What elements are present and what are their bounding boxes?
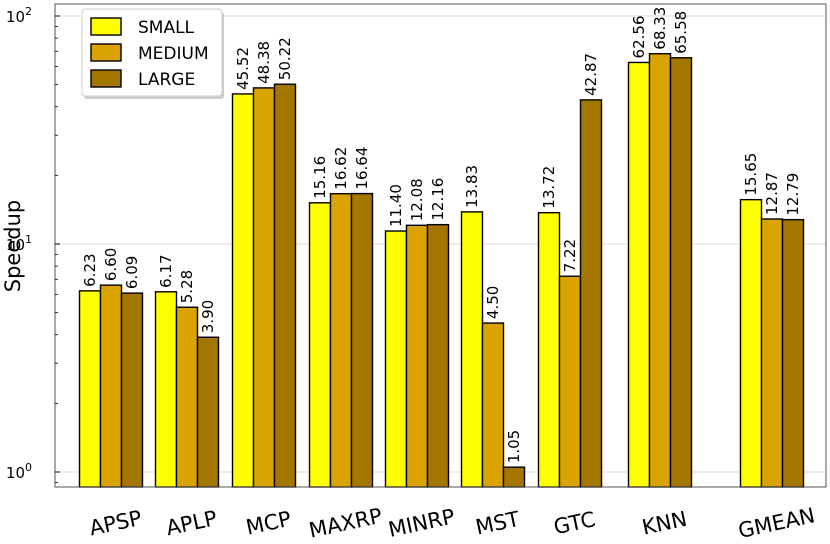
data-label-aplp-large: 3.90 — [199, 300, 217, 333]
data-labels: 6.23 6.60 6.09 6.17 5.283.90 45.52 48.38 50.22 1… — [81, 7, 802, 463]
bar-apsp-large — [120, 292, 144, 488]
bar-gtc-small — [537, 211, 561, 488]
bar-minrp-medium — [405, 224, 429, 488]
bar-aplp-large — [196, 336, 220, 488]
y-tick-label-2: 102 — [6, 5, 32, 26]
data-label-mcp-large: 50.22 — [276, 37, 294, 80]
bars — [78, 53, 805, 488]
bar-mcp-small — [231, 93, 255, 488]
legend-label-medium: MEDIUM — [138, 44, 209, 64]
data-label-apsp-small: 6.23 — [81, 253, 99, 286]
data-label-minrp-large: 12.16 — [429, 178, 447, 221]
y-axis-title: Speedup — [1, 200, 25, 292]
data-label-mst-small: 13.83 — [463, 165, 481, 208]
data-label-gmean-medium: 12.87 — [763, 172, 781, 215]
x-tick-label-knn: KNN — [640, 507, 689, 540]
bar-aplp-small — [154, 291, 178, 488]
bar-apsp-small — [78, 290, 102, 488]
bar-maxrp-medium — [329, 192, 353, 488]
x-tick-label-mcp: MCP — [244, 507, 293, 540]
bar-knn-small — [627, 61, 651, 488]
bar-gmean-small — [739, 198, 763, 488]
bar-mst-large — [502, 466, 526, 488]
x-tick-label-mst: MST — [473, 507, 521, 540]
bar-gmean-medium — [760, 218, 784, 488]
data-label-maxrp-medium: 16.62 — [332, 147, 350, 190]
x-tick-label-gtc: GTC — [552, 507, 598, 539]
data-label-gmean-large: 12.79 — [784, 173, 802, 216]
bar-gtc-medium — [558, 275, 582, 488]
bar-gtc-large — [579, 99, 603, 488]
data-label-mcp-small: 45.52 — [234, 47, 252, 90]
data-label-gtc-large: 42.87 — [582, 53, 600, 96]
x-tick-label-apsp: APSP — [87, 506, 144, 541]
bar-mcp-medium — [252, 87, 276, 488]
bar-minrp-large — [426, 223, 450, 488]
data-label-aplp-small: 6.17 — [157, 254, 175, 287]
bar-minrp-small — [384, 230, 408, 488]
plot-frame — [54, 3, 827, 488]
data-label-mst-medium: 4.50 — [484, 286, 502, 319]
data-label-gtc-medium: 7.22 — [561, 239, 579, 272]
data-label-minrp-small: 11.40 — [387, 184, 405, 227]
legend-swatch-small — [90, 17, 122, 36]
legend-swatch-large — [90, 69, 122, 88]
legend: SMALL MEDIUM LARGE — [81, 8, 224, 99]
y-tick-label-1: 101 — [6, 233, 32, 254]
bar-maxrp-small — [308, 202, 332, 488]
bar-mcp-large — [273, 83, 297, 488]
x-tick-label-aplp: APLP — [164, 506, 219, 540]
bar-aplp-medium — [175, 306, 199, 488]
x-tick-label-maxrp: MAXRP — [307, 504, 385, 543]
bar-mst-small — [460, 211, 484, 488]
data-label-aplp-medium: 5.28 — [178, 270, 196, 303]
data-label-apsp-large: 6.09 — [123, 256, 141, 289]
bar-gmean-large — [781, 218, 805, 488]
bar-apsp-medium — [99, 284, 123, 488]
bar-knn-large — [669, 57, 693, 488]
data-label-mcp-medium: 48.38 — [255, 41, 273, 84]
data-label-knn-small: 62.56 — [630, 15, 648, 58]
legend-swatch-medium — [90, 43, 122, 62]
data-label-mst-large: 1.05 — [505, 430, 523, 463]
bar-knn-medium — [648, 53, 672, 488]
bar-mst-medium — [481, 322, 505, 488]
legend-label-large: LARGE — [138, 70, 195, 90]
x-tick-label-gmean: GMEAN — [736, 503, 817, 543]
data-label-minrp-medium: 12.08 — [408, 178, 426, 221]
data-label-gtc-small: 13.72 — [540, 166, 558, 209]
data-label-knn-large: 65.58 — [672, 11, 690, 54]
bar-maxrp-large — [350, 192, 374, 488]
legend-label-small: SMALL — [138, 18, 195, 38]
data-label-apsp-medium: 6.60 — [102, 248, 120, 281]
y-tick-label-0: 100 — [6, 461, 32, 482]
data-label-gmean-small: 15.65 — [742, 153, 760, 196]
data-label-maxrp-large: 16.64 — [353, 147, 371, 190]
data-label-knn-medium: 68.33 — [651, 7, 669, 50]
x-tick-label-minrp: MINRP — [386, 504, 457, 541]
data-label-maxrp-small: 15.16 — [311, 156, 329, 199]
